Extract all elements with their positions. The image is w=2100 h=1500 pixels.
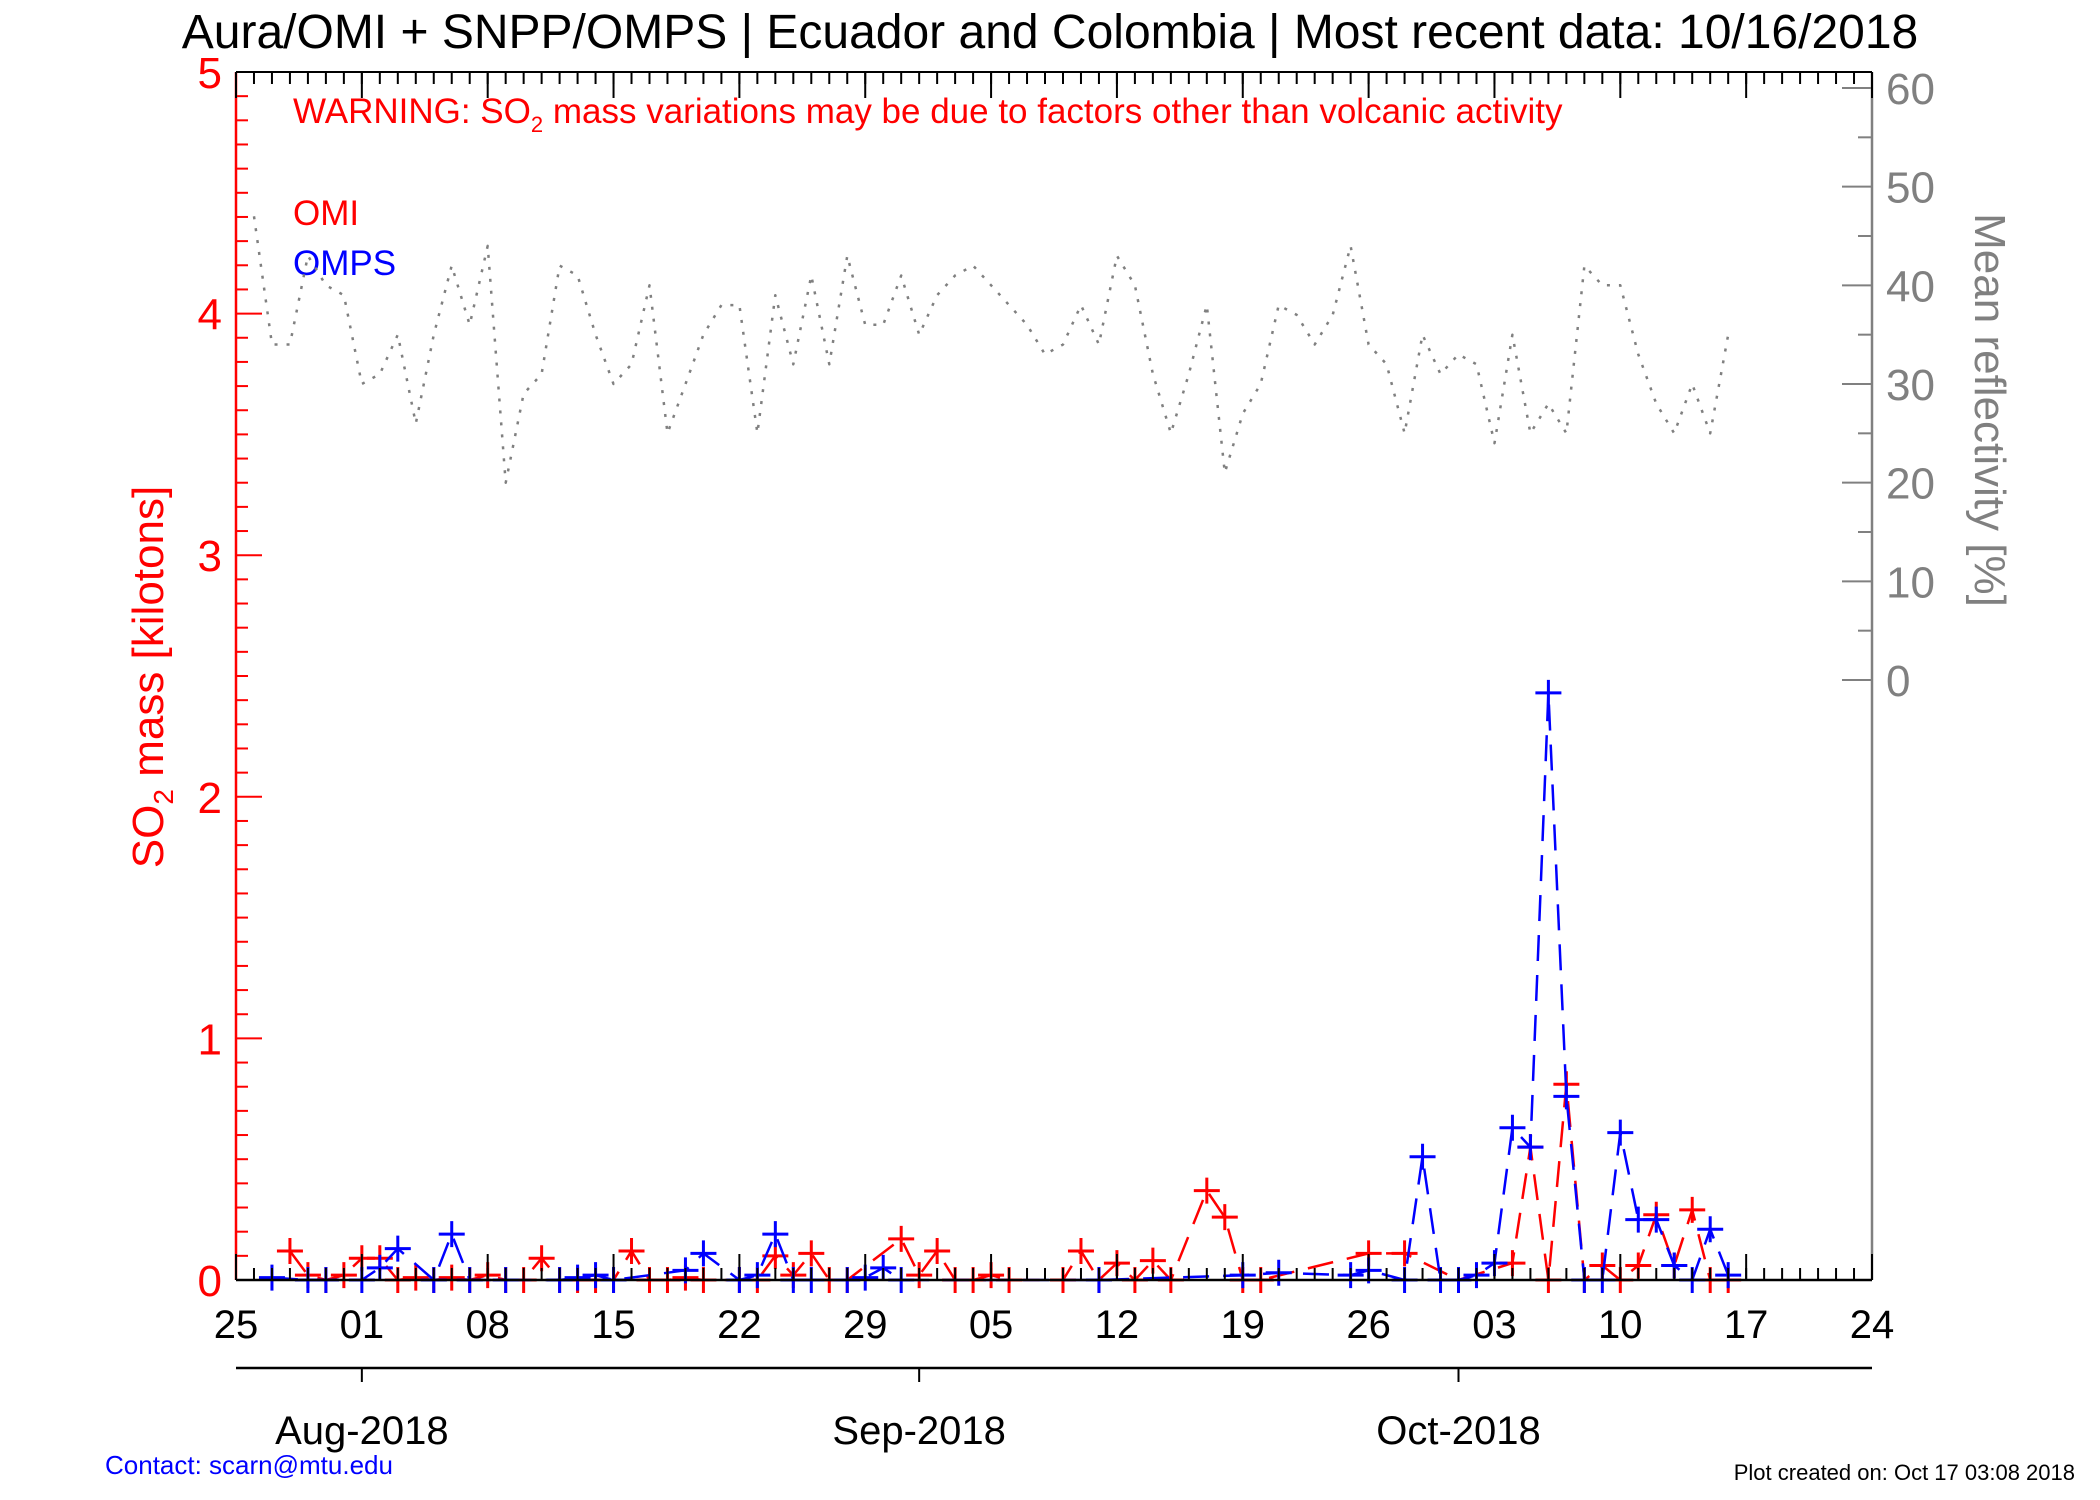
omps-point [1499, 1114, 1526, 1141]
omps-point [1643, 1206, 1670, 1233]
month-label: Oct-2018 [1376, 1409, 1541, 1453]
chart-title: Aura/OMI + SNPP/OMPS | Ecuador and Colom… [182, 6, 1918, 59]
y-label-subscript: 2 [148, 789, 179, 805]
right-axis-label: Mean reflectivity [%] [1965, 213, 2014, 607]
omi-line [288, 1083, 1729, 1282]
omps-line [271, 691, 1730, 1282]
legend-omi: OMI [293, 194, 359, 233]
omps-series [258, 679, 1742, 1293]
omi-point [798, 1240, 825, 1267]
omps-point [1517, 1134, 1544, 1161]
omi-series [276, 1071, 1742, 1293]
omps-point [1553, 1083, 1580, 1110]
omps-point [690, 1240, 717, 1267]
x-tick-label: 08 [465, 1303, 510, 1347]
month-label: Aug-2018 [275, 1409, 448, 1453]
warning-suffix: mass variations may be due to factors ot… [543, 92, 1563, 131]
omi-point [1193, 1177, 1220, 1204]
omi-point [924, 1238, 951, 1265]
x-tick-label: 25 [214, 1303, 259, 1347]
x-tick-label: 22 [717, 1303, 762, 1347]
omi-point [1391, 1240, 1418, 1267]
right-tick-label: 60 [1886, 65, 1935, 114]
left-tick-label: 0 [198, 1257, 222, 1306]
omps-point [384, 1235, 411, 1262]
x-tick-label: 26 [1346, 1303, 1391, 1347]
y-axis-label: SO2 mass [kilotons] [124, 486, 179, 868]
left-tick-label: 4 [198, 291, 222, 340]
right-tick-label: 0 [1886, 657, 1910, 706]
omps-point [1697, 1216, 1724, 1243]
y-label-prefix: SO [124, 805, 173, 869]
warning-text: WARNING: SO2 mass variations may be due … [293, 92, 1563, 137]
omps-point [1409, 1143, 1436, 1170]
warning-subscript: 2 [531, 112, 543, 137]
x-tick-label: 05 [969, 1303, 1014, 1347]
right-tick-label: 40 [1886, 262, 1935, 311]
x-tick-label: 29 [843, 1303, 888, 1347]
legend-omps: OMPS [293, 244, 396, 283]
x-tick-label: 19 [1221, 1303, 1266, 1347]
left-tick-label: 5 [198, 49, 222, 98]
omps-point [1607, 1119, 1634, 1146]
reflectivity-line [252, 216, 1730, 484]
omi-point [618, 1238, 645, 1265]
omi-point [528, 1245, 555, 1272]
x-tick-label: 24 [1850, 1303, 1895, 1347]
omps-point [1535, 679, 1562, 706]
x-tick-label: 15 [591, 1303, 636, 1347]
omi-point [1211, 1204, 1238, 1231]
right-tick-label: 50 [1886, 164, 1935, 213]
left-tick-label: 1 [198, 1015, 222, 1064]
omi-point [888, 1225, 915, 1252]
right-tick-label: 10 [1886, 558, 1935, 607]
month-label: Sep-2018 [832, 1409, 1005, 1453]
omi-point [1067, 1238, 1094, 1265]
reflectivity-series [252, 216, 1730, 484]
omi-point [1679, 1196, 1706, 1223]
x-tick-label: 01 [340, 1303, 385, 1347]
omi-point [276, 1238, 303, 1265]
y-label-suffix: mass [kilotons] [124, 486, 173, 789]
contact-text: Contact: scarn@mtu.edu [105, 1450, 393, 1480]
omps-point [438, 1221, 465, 1248]
created-text: Plot created on: Oct 17 03:08 2018 [1734, 1460, 2075, 1485]
x-tick-label: 12 [1095, 1303, 1140, 1347]
right-tick-label: 20 [1886, 460, 1935, 509]
right-tick-label: 30 [1886, 361, 1935, 410]
x-tick-label: 03 [1472, 1303, 1517, 1347]
x-tick-label: 10 [1598, 1303, 1643, 1347]
x-tick-label: 17 [1724, 1303, 1769, 1347]
omps-point [762, 1221, 789, 1248]
left-tick-label: 2 [198, 774, 222, 823]
left-tick-label: 3 [198, 532, 222, 581]
warning-prefix: WARNING: SO [293, 92, 531, 131]
